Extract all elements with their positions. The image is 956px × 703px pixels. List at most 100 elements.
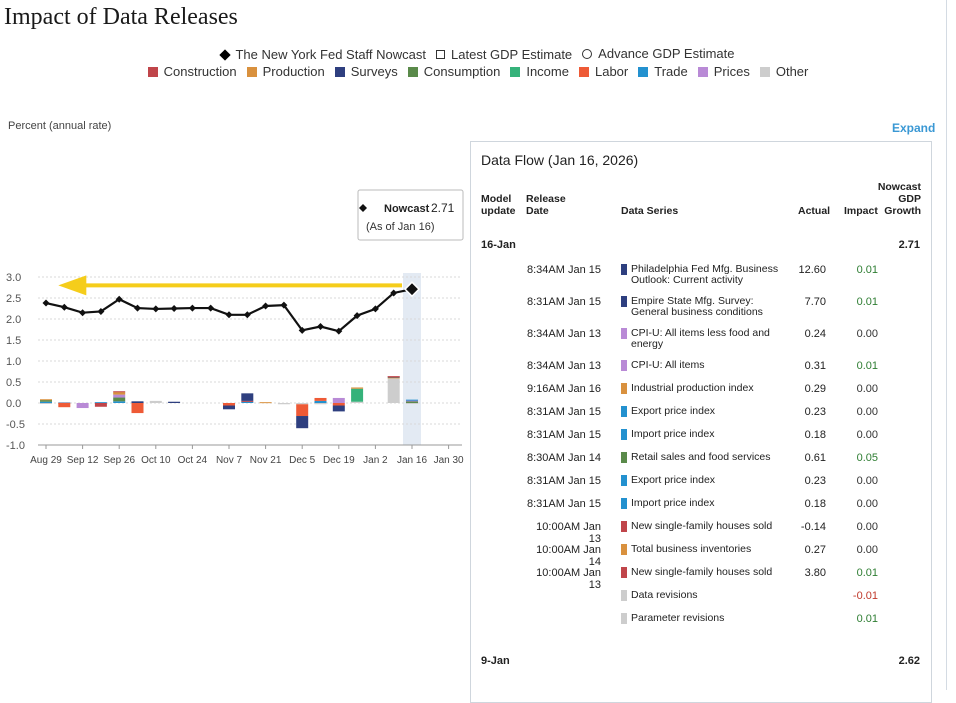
- table-row[interactable]: 8:34AM Jan 13 CPI-U: All items 0.31 0.01: [471, 360, 931, 382]
- legend-label: Income: [526, 64, 569, 79]
- group-nowcast-9-jan: 2.62: [898, 655, 920, 667]
- impact-value: 0.00: [856, 521, 878, 533]
- legend-label: Other: [775, 64, 809, 79]
- bar-segment-surveys: [241, 393, 254, 401]
- table-row[interactable]: Data revisions -0.01: [471, 590, 931, 612]
- bar-segment-construction: [94, 403, 107, 407]
- table-row[interactable]: 8:34AM Jan 15 Philadelphia Fed Mfg. Busin…: [471, 264, 931, 286]
- nowcast-chart: Percent (annual rate) 3.0 2.5 2.0 1.5 1.0 0.5 0…: [6, 120, 464, 466]
- nowcast-point: [371, 305, 379, 313]
- table-row[interactable]: 8:31AM Jan 15 Export price index 0.23 0.00: [471, 406, 931, 428]
- header-impact: Impact: [844, 205, 878, 217]
- table-row[interactable]: 8:31AM Jan 15 Import price index 0.18 0.00: [471, 498, 931, 520]
- data-series-label: New single-family houses sold: [631, 520, 773, 532]
- bar-segment-production: [113, 392, 126, 395]
- bar-segment-prices: [76, 403, 89, 409]
- group-nowcast-16-jan: 2.71: [898, 239, 920, 251]
- color-swatch-icon: [638, 66, 649, 77]
- legend-category-income[interactable]: Income: [510, 64, 569, 79]
- impact-value: -0.01: [852, 590, 878, 602]
- data-series-label: CPI-U: All items less food and energy: [631, 327, 770, 350]
- header-release-date: Release Date: [526, 193, 566, 217]
- x-tick-label: Jan 30: [434, 455, 464, 466]
- header-actual: Actual: [798, 205, 831, 217]
- data-series-label: Import price index: [631, 428, 715, 440]
- legend-label: Production: [262, 64, 325, 79]
- category-swatch-icon: [621, 613, 627, 624]
- nowcast-point: [335, 327, 343, 335]
- table-row[interactable]: 10:00AM Jan 13 New single-family houses s…: [471, 520, 931, 546]
- category-swatch-icon: [621, 264, 627, 275]
- bar-segment-income: [351, 388, 364, 402]
- table-row[interactable]: 8:31AM Jan 15 Empire State Mfg. Survey: G…: [471, 296, 931, 318]
- group-label-9-jan: 9-Jan: [481, 655, 510, 667]
- bar-segment-trade: [241, 401, 254, 403]
- legend-category-production[interactable]: Production: [246, 64, 325, 79]
- bar-segment-other: [296, 403, 309, 405]
- release-date: 8:31AM Jan 15: [527, 406, 601, 418]
- category-swatch-icon: [621, 406, 627, 417]
- legend-category-prices[interactable]: Prices: [697, 64, 750, 79]
- table-row[interactable]: 10:00AM Jan 13 New single-family houses s…: [471, 567, 931, 592]
- legend-category-other[interactable]: Other: [759, 64, 809, 79]
- legend-item-hollow-circle[interactable]: Advance GDP Estimate: [582, 46, 735, 61]
- legend-category-consumption[interactable]: Consumption: [407, 64, 501, 79]
- legend-category-construction[interactable]: Construction: [147, 64, 237, 79]
- table-row[interactable]: 9:16AM Jan 16 Industrial production index…: [471, 383, 931, 405]
- y-tick-label: 1.5: [6, 335, 21, 347]
- x-tick-label: Nov 7: [216, 455, 243, 466]
- y-tick-label: 0.5: [6, 377, 21, 389]
- color-swatch-icon: [407, 66, 418, 77]
- bar-segment-production: [387, 377, 400, 379]
- header-nowcast: Nowcast GDP Growth: [877, 181, 921, 217]
- nowcast-point: [170, 305, 178, 312]
- nowcast-point: [115, 295, 123, 303]
- release-date: 8:34AM Jan 13: [527, 328, 601, 340]
- bar-segment-trade: [113, 401, 126, 403]
- category-swatch-icon: [621, 429, 627, 440]
- table-row[interactable]: 8:31AM Jan 15 Export price index 0.23 0.00: [471, 475, 931, 497]
- bar-segment-labor: [223, 403, 235, 406]
- data-series-label: Import price index: [631, 497, 715, 509]
- legend-label: Surveys: [350, 64, 398, 79]
- actual-value: 0.23: [804, 475, 826, 487]
- legend-label: Consumption: [423, 64, 501, 79]
- nowcast-point: [225, 311, 233, 319]
- bar-segment-consumption: [113, 397, 126, 402]
- legend-category-trade[interactable]: Trade: [638, 64, 688, 79]
- table-row[interactable]: 8:31AM Jan 15 Import price index 0.18 0.00: [471, 429, 931, 451]
- release-date: 8:34AM Jan 15: [527, 264, 601, 276]
- legend-item-diamond[interactable]: The New York Fed Staff Nowcast: [219, 47, 426, 62]
- bar-segment-surveys: [131, 401, 144, 403]
- table-row[interactable]: 8:30AM Jan 14 Retail sales and food servi…: [471, 452, 931, 474]
- actual-value: 0.18: [804, 498, 826, 510]
- category-swatch-icon: [621, 452, 627, 463]
- category-swatch-icon: [621, 544, 627, 555]
- y-tick-label: -0.5: [6, 419, 25, 431]
- table-row[interactable]: 10:00AM Jan 14 Total business inventories…: [471, 544, 931, 569]
- category-swatch-icon: [621, 475, 627, 486]
- impact-value: 0.01: [856, 613, 878, 625]
- tooltip-date: (As of Jan 16): [366, 221, 434, 233]
- nowcast-point: [280, 301, 288, 309]
- category-swatch-icon: [621, 567, 627, 578]
- nowcast-point: [243, 311, 251, 319]
- color-swatch-icon: [246, 66, 257, 77]
- nowcast-point: [97, 307, 105, 315]
- highlight-band: [403, 273, 421, 445]
- bar-segment-other: [314, 403, 327, 405]
- tooltip-diamond-icon: [359, 204, 367, 212]
- y-tick-label: 2.0: [6, 314, 21, 326]
- category-swatch-icon: [621, 360, 627, 371]
- legend-category-surveys[interactable]: Surveys: [334, 64, 398, 79]
- color-swatch-icon: [759, 66, 770, 77]
- x-tick-label: Nov 21: [250, 455, 282, 466]
- legend-item-hollow-square[interactable]: Latest GDP Estimate: [436, 47, 572, 62]
- table-row[interactable]: Parameter revisions 0.01: [471, 613, 931, 635]
- color-swatch-icon: [697, 66, 708, 77]
- expand-link[interactable]: Expand: [892, 121, 936, 135]
- table-row[interactable]: 8:34AM Jan 13 CPI-U: All items less food …: [471, 328, 931, 350]
- legend-category-labor[interactable]: Labor: [578, 64, 628, 79]
- bar-segment-surveys: [296, 416, 309, 429]
- y-tick-label: -1.0: [6, 440, 25, 452]
